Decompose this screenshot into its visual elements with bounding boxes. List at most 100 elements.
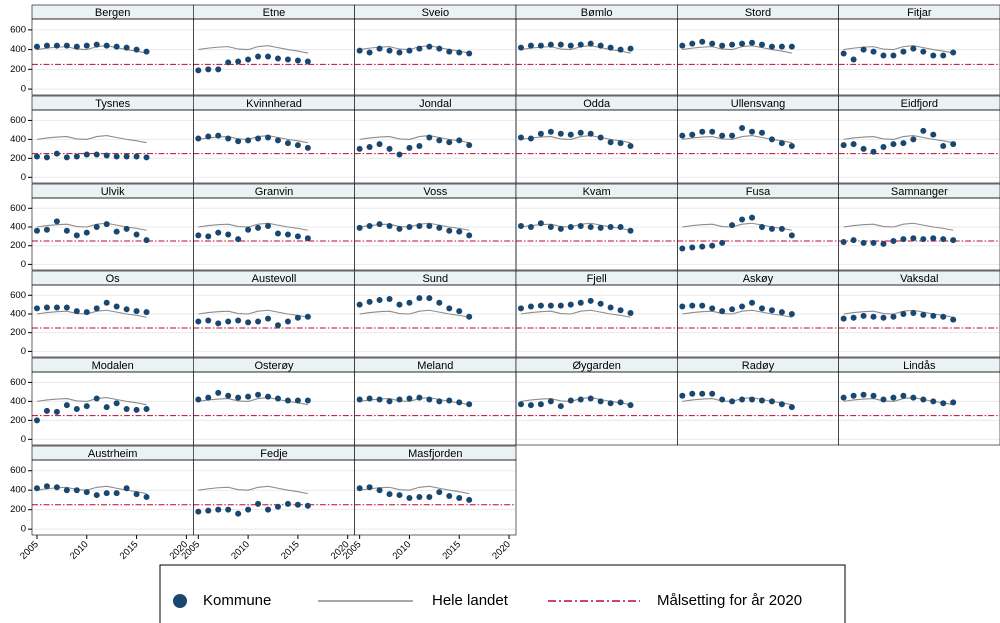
kommune-point: [205, 394, 212, 401]
kommune-point: [73, 153, 80, 160]
legend-label: Hele landet: [432, 592, 509, 609]
kommune-point: [547, 223, 554, 230]
kommune-point: [860, 145, 867, 152]
kommune-point: [113, 400, 120, 407]
kommune-point: [294, 57, 301, 64]
kommune-point: [53, 42, 60, 49]
kommune-point: [406, 299, 413, 306]
panel-title: Bømlo: [581, 7, 613, 19]
panel-title: Samnanger: [891, 186, 948, 198]
panel-title: Etne: [263, 7, 286, 19]
kommune-point: [235, 510, 242, 517]
kommune-point: [426, 396, 433, 403]
national-line: [682, 309, 792, 318]
y-tick-label: 600: [10, 377, 26, 388]
kommune-point: [567, 301, 574, 308]
national-line: [198, 485, 308, 495]
kommune-point: [446, 305, 453, 312]
kommune-point: [103, 490, 110, 497]
legend-label: Kommune: [203, 592, 271, 609]
kommune-point: [33, 305, 40, 312]
kommune-point: [436, 299, 443, 306]
panel-frame: [31, 371, 194, 446]
kommune-point: [890, 394, 897, 401]
y-tick-label: 200: [10, 153, 26, 164]
kommune-point: [557, 225, 564, 232]
panel-title: Fjell: [587, 273, 607, 285]
y-tick-label: 0: [21, 346, 26, 357]
kommune-point: [366, 49, 373, 56]
kommune-point: [940, 52, 947, 59]
panel-title: Fedje: [260, 448, 288, 460]
kommune-point: [709, 40, 716, 47]
kommune-point: [446, 493, 453, 500]
panel-frame: [193, 459, 355, 536]
panel-frame: [31, 284, 194, 358]
kommune-point: [729, 41, 736, 48]
panel-frame: [838, 197, 1000, 271]
kommune-point: [245, 56, 252, 63]
panel-frame: [677, 18, 839, 96]
kommune-point: [265, 53, 272, 60]
kommune-point: [778, 309, 785, 316]
kommune-point: [719, 42, 726, 49]
kommune-point: [910, 136, 917, 143]
panel-frame: [677, 371, 839, 446]
kommune-point: [386, 47, 393, 54]
kommune-point: [758, 305, 765, 312]
panel-title: Tysnes: [95, 98, 130, 110]
kommune-point: [689, 244, 696, 251]
y-tick-label: 0: [21, 84, 26, 95]
kommune-point: [689, 131, 696, 138]
kommune-point: [456, 228, 463, 235]
kommune-point: [768, 307, 775, 314]
kommune-point: [53, 408, 60, 415]
kommune-point: [43, 407, 50, 414]
panel-frame: [354, 18, 517, 96]
national-line: [36, 309, 147, 318]
kommune-point: [225, 231, 232, 238]
kommune-point: [537, 42, 544, 49]
panel-frame: [354, 197, 517, 271]
kommune-point: [930, 235, 937, 242]
kommune-point: [205, 507, 212, 514]
kommune-point: [617, 399, 624, 406]
panel-title: Granvin: [255, 186, 294, 198]
kommune-point: [860, 391, 867, 398]
kommune-point: [356, 485, 363, 492]
kommune-point: [679, 303, 686, 310]
panel-title: Voss: [423, 186, 447, 198]
kommune-point: [729, 132, 736, 139]
kommune-point: [699, 390, 706, 397]
y-tick-label: 400: [10, 222, 26, 233]
kommune-point: [446, 227, 453, 234]
x-tick-label: 2010: [229, 539, 252, 562]
kommune-point: [950, 237, 957, 244]
kommune-point: [466, 313, 473, 320]
panel-title: Modalen: [92, 360, 134, 372]
kommune-point: [739, 40, 746, 47]
kommune-point: [577, 223, 584, 230]
kommune-point: [265, 506, 272, 513]
kommune-point: [386, 491, 393, 498]
panel-title: Fitjar: [907, 7, 932, 19]
kommune-point: [527, 135, 534, 142]
y-tick-label: 0: [21, 434, 26, 445]
kommune-point: [778, 225, 785, 232]
kommune-point: [73, 487, 80, 494]
national-line: [520, 135, 631, 144]
kommune-point: [284, 500, 291, 507]
kommune-point: [749, 39, 756, 46]
kommune-point: [597, 300, 604, 307]
kommune-point: [83, 309, 90, 316]
kommune-point: [93, 223, 100, 230]
kommune-point: [689, 40, 696, 47]
panel-title: Radøy: [742, 360, 775, 372]
kommune-point: [133, 46, 140, 53]
kommune-point: [840, 238, 847, 245]
panel-title: Austrheim: [88, 448, 138, 460]
panel-title: Sveio: [422, 7, 450, 19]
kommune-point: [617, 307, 624, 314]
kommune-point: [255, 318, 262, 325]
kommune-point: [537, 220, 544, 227]
